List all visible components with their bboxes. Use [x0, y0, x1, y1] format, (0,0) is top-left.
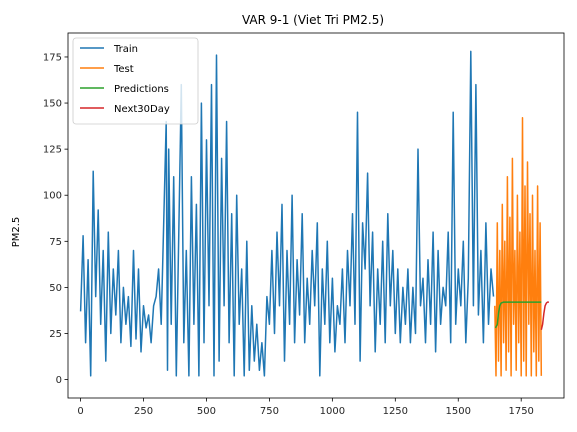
x-tick-label: 1250: [383, 406, 408, 417]
y-tick-label: 50: [49, 283, 62, 294]
series-line-test: [494, 117, 543, 377]
x-tick-label: 1500: [446, 406, 471, 417]
legend-label-test: Test: [113, 64, 134, 75]
y-tick-label: 175: [43, 52, 62, 63]
series-line-next30day: [540, 301, 549, 330]
x-tick-label: 750: [260, 406, 279, 417]
plot-area: [79, 50, 549, 377]
x-tick-label: 500: [197, 406, 216, 417]
legend-label-predictions: Predictions: [114, 84, 169, 95]
y-axis-label: PM2.5: [11, 217, 22, 248]
y-tick-label: 0: [56, 375, 62, 386]
x-tick-label: 1750: [508, 406, 533, 417]
plot-frame: [67, 32, 565, 399]
x-tick-label: 1000: [320, 406, 345, 417]
y-tick-label: 150: [43, 99, 62, 110]
legend: Train Test Predictions Next30Day: [72, 37, 199, 125]
y-tick-label: 100: [43, 191, 62, 202]
x-tick-label: 250: [134, 406, 153, 417]
series-line-predictions: [494, 301, 542, 329]
y-tick-label: 25: [49, 329, 62, 340]
legend-label-train: Train: [113, 44, 138, 55]
chart-title: VAR 9-1 (Viet Tri PM2.5): [242, 13, 384, 27]
legend-frame: [72, 37, 199, 125]
y-tick-label: 75: [49, 237, 62, 248]
legend-label-next30day: Next30Day: [114, 104, 170, 115]
x-tick-label: 0: [77, 406, 83, 417]
series-line-train: [79, 50, 495, 377]
y-tick-label: 125: [43, 145, 62, 156]
